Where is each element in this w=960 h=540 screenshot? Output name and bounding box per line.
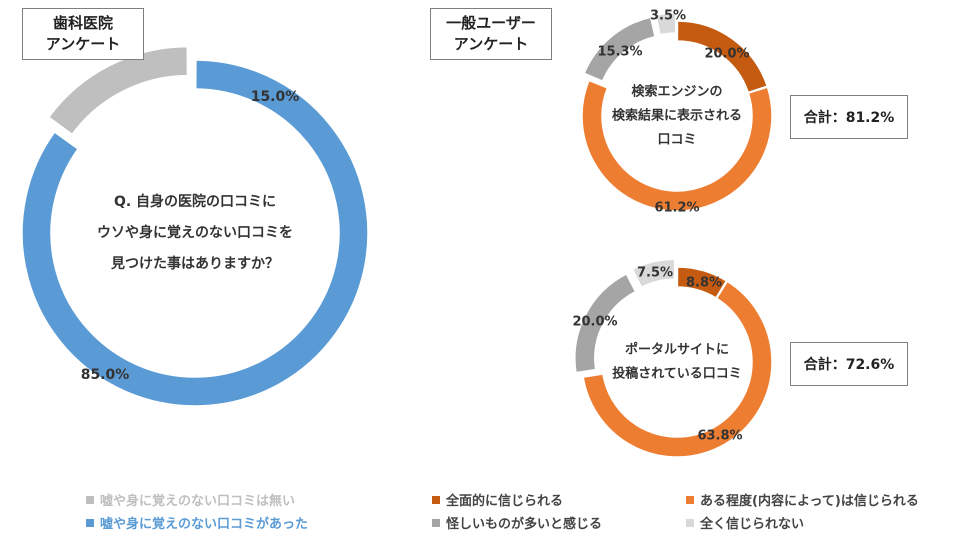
legend-swatch [686,518,694,527]
legend-label: 全く信じられない [700,517,805,532]
legend-swatch [432,518,440,527]
slice-value-label: 61.2% [654,201,699,216]
user-survey-title-line2: アンケート [453,35,529,53]
legend-label: 嘘や身に覚えのない口コミは無い [100,494,296,509]
user-survey-title-line1: 一般ユーザー [446,14,536,32]
donut-slice [676,266,728,299]
slice-value-label: 15.0% [251,89,300,105]
search-engine-total: 合計：81.2% [790,95,908,139]
portal-site-total: 合計：72.6% [790,342,908,386]
slice-value-label: 85.0% [81,367,130,383]
donut-center-text: 検索エンジンの [631,84,722,100]
legend-item-had-false-reviews: 嘘や身に覚えのない口コミがあった [86,513,308,532]
dental-survey-title: 歯科医院 アンケート [22,8,144,60]
donut-center-text: ポータルサイトに [625,342,729,358]
slice-value-label: 63.8% [697,429,742,444]
legend-item-many-suspicious: 怪しいものが多いと感じる [432,513,602,532]
slice-value-label: 20.0% [704,47,749,62]
slice-value-label: 20.0% [572,315,617,330]
donut-center-text: Q. 自身の医院の口コミに [114,193,276,210]
legend-label: 怪しいものが多いと感じる [446,517,603,532]
donut-slice [654,12,677,36]
donut-chart-1: 85.0% 15.0% Q. 自身の医院の口コミにウソや身に覚えのない口コミを見つけ… [21,45,369,407]
donut-slice [21,59,369,407]
legend-label: ある程度(内容によって)は信じられる [700,494,919,509]
donut-center-text: ウソや身に覚えのない口コミを [97,224,293,241]
dental-survey-title-line1: 歯科医院 [52,14,113,32]
legend-label: 嘘や身に覚えのない口コミがあった [100,517,309,532]
donut-center-text: 見つけた事はありますか？ [110,255,279,272]
donut-center-text: 口コミ [657,133,696,148]
donut-slice [676,20,769,94]
slice-value-label: 7.5% [637,266,673,281]
donut-slice [574,272,637,374]
legend-item-somewhat-trust: ある程度(内容によって)は信じられる [686,490,919,509]
legend-label: 全面的に信じられる [446,494,564,509]
dental-survey-title-line2: アンケート [45,35,121,53]
user-survey-title: 一般ユーザー アンケート [430,8,552,60]
donut-slice [582,280,773,458]
donut-slice [581,79,773,212]
donut-slice [47,45,189,136]
slice-value-label: 8.8% [686,276,722,291]
legend-swatch [686,495,694,504]
slice-value-label: 15.3% [597,45,642,60]
donut-slice [631,258,676,289]
legend-item-no-trust: 全く信じられない [686,513,804,532]
legend-swatch [86,495,94,504]
donut-slice [583,16,656,83]
donut-center-text: 投稿されている口コミ [612,366,742,382]
legend-item-fully-trust: 全面的に信じられる [432,490,563,509]
donut-center-text: 検索結果に表示される [612,108,742,124]
legend-swatch [86,518,94,527]
legend-swatch [432,495,440,504]
slice-value-label: 3.5% [650,9,686,24]
legend-item-no-false-reviews: 嘘や身に覚えのない口コミは無い [86,490,295,509]
